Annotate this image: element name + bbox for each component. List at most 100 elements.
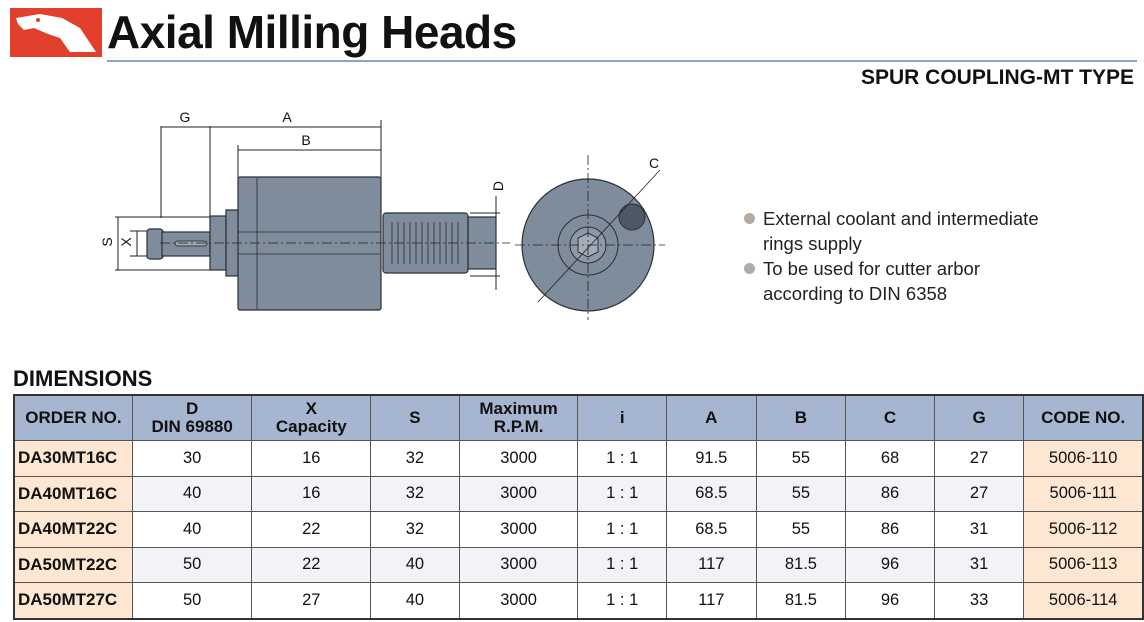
table-row: DA40MT16C 40 16 32 3000 1 : 1 68.5 55 86 27 5006-1… [13, 475, 1144, 512]
table-cell: 96 [845, 582, 935, 619]
header-subtext: Capacity [275, 417, 347, 436]
dim-label-d: D [490, 181, 506, 191]
table-row: DA30MT16C 30 16 32 3000 1 : 1 91.5 55 68 27 5006-1… [13, 440, 1144, 477]
column-header: B [755, 394, 847, 441]
table-cell: 96 [845, 546, 935, 583]
table-cell: 3000 [458, 440, 579, 477]
table-cell: 3000 [458, 582, 579, 619]
header-text: D [186, 399, 199, 418]
table-cell: 32 [370, 440, 460, 477]
table-cell: 40 [131, 475, 253, 512]
table-cell: 27 [933, 440, 1025, 477]
header-text: A [705, 408, 718, 427]
feature-item: To be used for cutter arbor according to … [742, 256, 1039, 306]
dimensions-title: DIMENSIONS [13, 366, 153, 391]
header-text: ORDER NO. [25, 408, 122, 427]
feature-text: External coolant and intermediate [763, 208, 1039, 229]
dim-label-x: X [118, 237, 134, 247]
table-cell: 40 [370, 546, 460, 583]
table-cell: 22 [251, 546, 372, 583]
header-text: C [883, 408, 897, 427]
table-cell: 3000 [458, 546, 579, 583]
title-divider [107, 60, 1137, 62]
table-cell: 3000 [458, 475, 579, 512]
technical-drawing: G A B D S X C [99, 109, 665, 320]
header-text: CODE NO. [1041, 408, 1126, 427]
table-cell: 50 [131, 546, 253, 583]
table-cell: 117 [665, 546, 757, 583]
table-cell: 1 : 1 [577, 511, 667, 548]
table-cell: 27 [933, 475, 1025, 512]
column-header: CODE NO. [1023, 394, 1144, 441]
order-no-cell: DA50MT22C [13, 546, 133, 583]
table-cell: 1 : 1 [577, 475, 667, 512]
dim-label-b: B [301, 132, 310, 148]
table-cell: 3000 [458, 511, 579, 548]
header-subtext: R.P.M. [493, 417, 544, 436]
table-cell: 30 [131, 440, 253, 477]
code-no-cell: 5006-110 [1023, 440, 1144, 477]
column-header: X Capacity [251, 394, 372, 441]
dim-label-c: C [649, 155, 659, 171]
table-cell: 1 : 1 [577, 582, 667, 619]
table-cell: 40 [131, 511, 253, 548]
feature-text: according to DIN 6358 [763, 283, 948, 304]
column-header: A [665, 394, 757, 441]
dim-label-a: A [282, 109, 292, 125]
feature-text: rings supply [763, 233, 862, 254]
dim-label-g: G [180, 109, 191, 125]
order-no-cell: DA30MT16C [13, 440, 133, 477]
table-cell: 86 [845, 475, 935, 512]
column-header: Maximum R.P.M. [458, 394, 579, 441]
table-cell: 1 : 1 [577, 546, 667, 583]
table-cell: 68 [845, 440, 935, 477]
header-text: X [305, 399, 317, 418]
feature-text: To be used for cutter arbor [763, 258, 980, 279]
table-cell: 31 [933, 546, 1025, 583]
table-cell: 50 [131, 582, 253, 619]
table-cell: 32 [370, 511, 460, 548]
table-cell: 22 [251, 511, 372, 548]
header-text: i [619, 408, 625, 427]
table-cell: 55 [755, 440, 847, 477]
table-cell: 1 : 1 [577, 440, 667, 477]
table-row: DA50MT22C 50 22 40 3000 1 : 1 117 81.5 96 31 5006-… [13, 546, 1144, 583]
header-text: Maximum [479, 399, 558, 418]
header-text: B [794, 408, 808, 427]
table-cell: 68.5 [665, 511, 757, 548]
feature-list: External coolant and intermediate rings s… [742, 206, 1039, 306]
table-cell: 117 [665, 582, 757, 619]
column-header: S [370, 394, 460, 441]
bullet-icon [744, 213, 755, 224]
table-cell: 86 [845, 511, 935, 548]
order-no-cell: DA40MT22C [13, 511, 133, 548]
column-header: C [845, 394, 935, 441]
table-cell: 32 [370, 475, 460, 512]
table-header-row: ORDER NO. D DIN 69880 X Capacity S Maximum R.P.… [13, 394, 1144, 441]
table-cell: 31 [933, 511, 1025, 548]
table-cell: 16 [251, 440, 372, 477]
code-no-cell: 5006-111 [1023, 475, 1144, 512]
table-cell: 55 [755, 511, 847, 548]
dimensions-table: ORDER NO. D DIN 69880 X Capacity S Maximum R.P.… [13, 394, 1144, 620]
table-cell: 27 [251, 582, 372, 619]
page-title: Axial Milling Heads [107, 6, 517, 58]
table-cell: 16 [251, 475, 372, 512]
column-header: i [577, 394, 667, 441]
order-no-cell: DA50MT27C [13, 582, 133, 619]
feature-item: External coolant and intermediate rings s… [742, 206, 1039, 256]
table-cell: 81.5 [755, 582, 847, 619]
table-cell: 40 [370, 582, 460, 619]
table-row: DA40MT22C 40 22 32 3000 1 : 1 68.5 55 86 31 5006-1… [13, 511, 1144, 548]
bullet-icon [744, 263, 755, 274]
code-no-cell: 5006-112 [1023, 511, 1144, 548]
table-row: DA50MT27C 50 27 40 3000 1 : 1 117 81.5 96 33 5006-… [13, 582, 1144, 619]
code-no-cell: 5006-114 [1023, 582, 1144, 619]
header-text: S [409, 408, 421, 427]
table-cell: 55 [755, 475, 847, 512]
code-no-cell: 5006-113 [1023, 546, 1144, 583]
column-header: G [933, 394, 1025, 441]
column-header: ORDER NO. [13, 394, 133, 441]
dim-label-s: S [99, 237, 115, 246]
table-cell: 91.5 [665, 440, 757, 477]
